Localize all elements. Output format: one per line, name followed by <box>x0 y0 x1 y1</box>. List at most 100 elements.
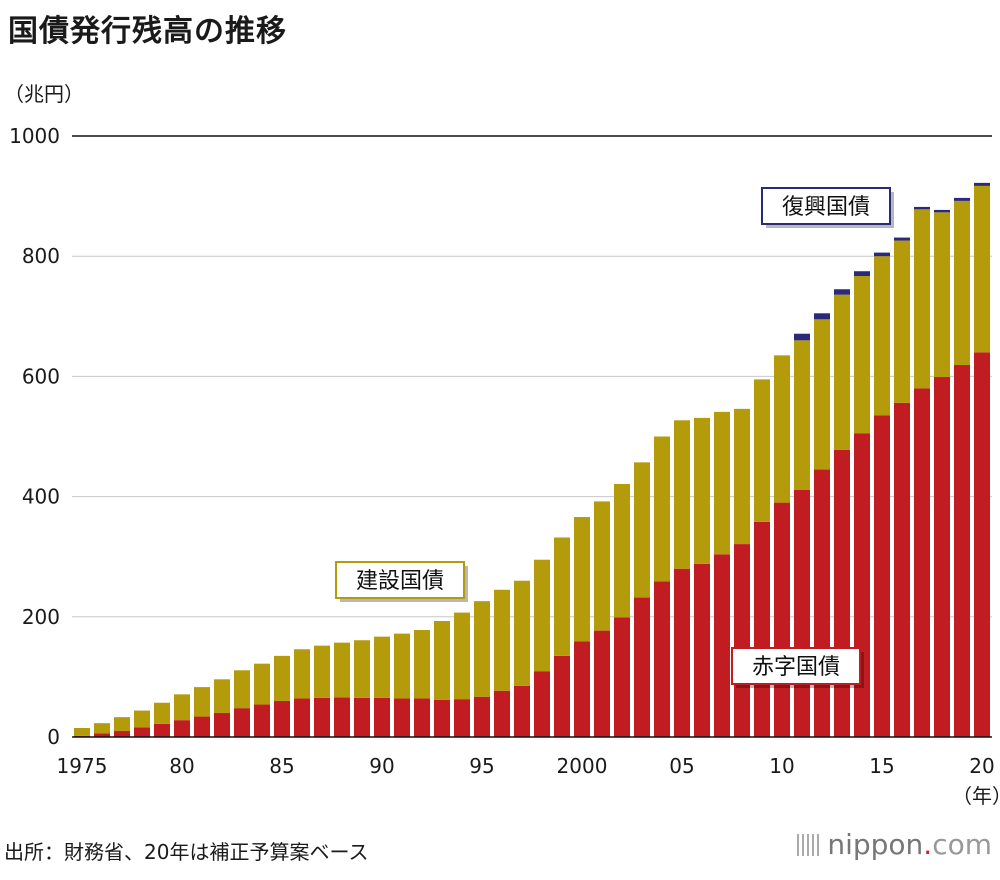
x-tick-label: 15 <box>869 754 894 778</box>
bar-segment <box>814 469 830 737</box>
logo-dot: . <box>923 828 933 861</box>
y-tick-label: 400 <box>22 485 60 509</box>
bar-segment <box>234 708 250 737</box>
bar-segment <box>774 502 790 737</box>
logo-mark-icon <box>797 833 822 856</box>
bar-segment <box>974 185 990 353</box>
nippon-logo[interactable]: nippon. com <box>797 828 992 861</box>
bar-segment <box>474 696 490 737</box>
bar-segment <box>874 415 890 737</box>
bar-segment <box>654 436 670 582</box>
bar-segment <box>614 483 630 618</box>
x-tick-label: 95 <box>469 754 494 778</box>
bar-segment <box>934 377 950 737</box>
bar-segment <box>694 417 710 564</box>
y-tick-label: 200 <box>22 605 60 629</box>
bar-segment <box>174 694 190 721</box>
bar-segment <box>334 642 350 698</box>
bar-segment <box>394 633 410 699</box>
bar-segment <box>734 544 750 737</box>
bar-segment <box>794 340 810 490</box>
bar-segment <box>914 388 930 737</box>
bar-segment <box>574 517 590 642</box>
annotation-box <box>761 187 891 225</box>
bar-segment <box>574 641 590 737</box>
bar-segment <box>134 727 150 737</box>
bar-segment <box>94 723 110 734</box>
x-axis-unit-label: （年） <box>952 784 1000 808</box>
bar-segment <box>154 702 170 724</box>
x-tick-label: 2000 <box>557 754 608 778</box>
bar-segment <box>514 580 530 686</box>
bar-segment <box>794 333 810 341</box>
bar-segment <box>314 645 330 698</box>
bar-segment <box>674 568 690 737</box>
logo-tld: com <box>932 828 992 861</box>
bar-segment <box>874 256 890 416</box>
bar-segment <box>954 200 970 365</box>
bar-segment <box>594 630 610 737</box>
bar-segment <box>294 649 310 699</box>
bar-segment <box>194 716 210 737</box>
bar-segment <box>234 670 250 709</box>
bar-segment <box>554 655 570 737</box>
bar-segment <box>654 581 670 737</box>
logo-brand: nippon <box>827 828 924 861</box>
bar-segment <box>614 617 630 737</box>
bar-segment <box>814 313 830 320</box>
bar-segment <box>954 197 970 201</box>
x-tick-label: 20 <box>969 754 994 778</box>
annotation-box <box>731 647 861 685</box>
bar-segment <box>934 209 950 213</box>
y-tick-label: 600 <box>22 364 60 388</box>
bar-segment <box>974 182 990 186</box>
bar-segment <box>714 411 730 555</box>
bar-segment <box>854 271 870 277</box>
bar-segment <box>914 209 930 389</box>
x-tick-label: 1975 <box>57 754 108 778</box>
bar-segment <box>814 319 830 470</box>
bar-segment <box>354 640 370 698</box>
bar-segment <box>714 554 730 737</box>
bar-segment <box>114 730 130 737</box>
bar-segment <box>274 655 290 701</box>
y-tick-label: 1000 <box>9 124 60 148</box>
source-note: 出所：財務省、20年は補正予算案ベース <box>4 840 369 864</box>
bar-segment <box>254 663 270 705</box>
bar-segment <box>334 697 350 737</box>
x-tick-label: 80 <box>169 754 194 778</box>
bar-segment <box>414 630 430 699</box>
y-tick-label: 800 <box>22 244 60 268</box>
x-tick-label: 05 <box>669 754 694 778</box>
bar-segment <box>854 433 870 737</box>
bar-segment <box>74 727 90 736</box>
bar-segment <box>694 563 710 737</box>
page-title: 国債発行残高の推移 <box>8 14 287 49</box>
bar-segment <box>474 601 490 697</box>
y-axis-unit-label: （兆円） <box>4 82 84 106</box>
bar-segment <box>914 206 930 210</box>
x-tick-label: 10 <box>769 754 794 778</box>
bar-segment <box>454 612 470 700</box>
bar-segment <box>854 276 870 434</box>
annotation-label: 建設国債 <box>356 569 444 594</box>
annotation-label: 復興国債 <box>782 195 870 220</box>
bar-segment <box>294 698 310 737</box>
bar-segment <box>394 698 410 737</box>
x-tick-label: 90 <box>369 754 394 778</box>
bar-segment <box>634 597 650 737</box>
bar-segment <box>114 717 130 731</box>
bar-segment <box>774 355 790 503</box>
bar-segment <box>454 699 470 737</box>
bar-segment <box>214 712 230 737</box>
bar-segment <box>214 679 230 713</box>
y-tick-label: 0 <box>47 725 60 749</box>
bar-segment <box>154 723 170 737</box>
bar-segment <box>894 237 910 241</box>
bar-segment <box>374 636 390 698</box>
bar-segment <box>674 420 690 569</box>
bar-segment <box>834 289 850 295</box>
bar-segment <box>634 462 650 598</box>
bar-segment <box>974 352 990 737</box>
bar-segment <box>254 704 270 737</box>
